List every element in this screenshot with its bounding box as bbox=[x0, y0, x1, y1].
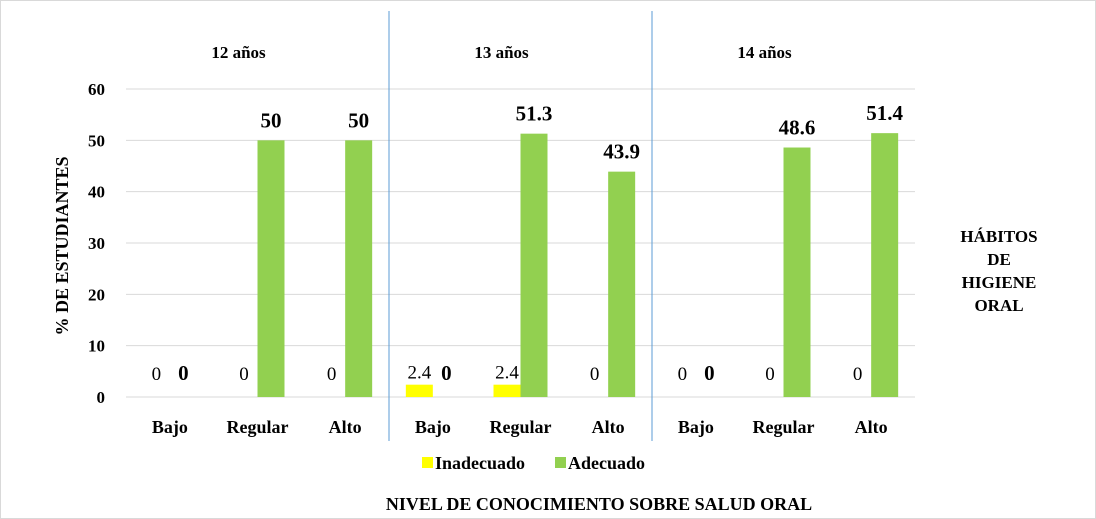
group-separators bbox=[388, 11, 653, 441]
category-labels: Bajo Regular Alto Bajo Regular Alto Bajo Regula… bbox=[152, 417, 888, 437]
y-tick-label: 60 bbox=[88, 80, 105, 99]
data-label: 0 bbox=[765, 364, 775, 385]
group-title: 12 años bbox=[211, 43, 266, 62]
data-label: 0 bbox=[704, 361, 715, 385]
legend-swatch-inadecuado bbox=[422, 457, 433, 468]
y-tick-labels: 0 10 20 30 40 50 60 bbox=[88, 80, 105, 407]
legend: Inadecuado Adecuado bbox=[422, 453, 645, 473]
group-titles: 12 años 13 años 14 años bbox=[211, 43, 792, 62]
data-label: 0 bbox=[178, 361, 189, 385]
y-tick-label: 10 bbox=[88, 337, 105, 356]
side-title-line: DE bbox=[987, 250, 1011, 269]
data-label: 43.9 bbox=[603, 140, 640, 164]
side-title: HÁBITOS DE HIGIENE ORAL bbox=[960, 227, 1037, 315]
bars bbox=[257, 133, 899, 398]
bar-adecuado bbox=[871, 133, 899, 397]
data-label: 51.4 bbox=[866, 101, 903, 125]
category-label: Alto bbox=[855, 417, 888, 437]
bar-adecuado bbox=[520, 133, 548, 397]
y-tick-label: 30 bbox=[88, 234, 105, 253]
bar-adecuado bbox=[257, 140, 285, 398]
group-title: 13 años bbox=[474, 43, 529, 62]
legend-label-adecuado: Adecuado bbox=[568, 453, 645, 473]
data-label: 0 bbox=[853, 364, 863, 385]
y-tick-label: 0 bbox=[97, 388, 106, 407]
bar-adecuado bbox=[608, 171, 636, 397]
bar-inadecuado bbox=[493, 384, 521, 397]
category-label: Alto bbox=[592, 417, 625, 437]
side-title-line: HIGIENE bbox=[962, 273, 1037, 292]
x-axis-title: NIVEL DE CONOCIMIENTO SOBRE SALUD ORAL bbox=[386, 494, 812, 514]
data-label: 2.4 bbox=[407, 363, 431, 384]
data-label: 0 bbox=[327, 364, 337, 385]
y-tick-label: 20 bbox=[88, 285, 105, 304]
bar-adecuado bbox=[345, 140, 373, 398]
category-label: Regular bbox=[490, 417, 552, 437]
data-label: 51.3 bbox=[516, 102, 553, 126]
data-label: 2.4 bbox=[495, 363, 519, 384]
category-label: Bajo bbox=[152, 417, 188, 437]
data-label: 50 bbox=[261, 108, 282, 132]
category-label: Bajo bbox=[678, 417, 714, 437]
bar-adecuado bbox=[783, 147, 811, 397]
category-label: Regular bbox=[753, 417, 815, 437]
data-label: 48.6 bbox=[779, 116, 816, 140]
category-label: Alto bbox=[329, 417, 362, 437]
category-label: Regular bbox=[227, 417, 289, 437]
legend-swatch-adecuado bbox=[555, 457, 566, 468]
side-title-line: HÁBITOS bbox=[960, 227, 1037, 246]
group-title: 14 años bbox=[737, 43, 792, 62]
side-title-line: ORAL bbox=[974, 296, 1023, 315]
data-label: 0 bbox=[678, 364, 688, 385]
data-label: 50 bbox=[348, 108, 369, 132]
y-tick-label: 40 bbox=[88, 183, 105, 202]
data-label: 0 bbox=[441, 361, 452, 385]
bar-inadecuado bbox=[405, 384, 433, 397]
data-label: 0 bbox=[590, 364, 600, 385]
data-label: 0 bbox=[239, 364, 249, 385]
y-axis-title: % DE ESTUDIANTES bbox=[52, 156, 72, 335]
legend-label-inadecuado: Inadecuado bbox=[435, 453, 525, 473]
category-label: Bajo bbox=[415, 417, 451, 437]
data-label: 0 bbox=[152, 364, 162, 385]
y-tick-label: 50 bbox=[88, 131, 105, 150]
